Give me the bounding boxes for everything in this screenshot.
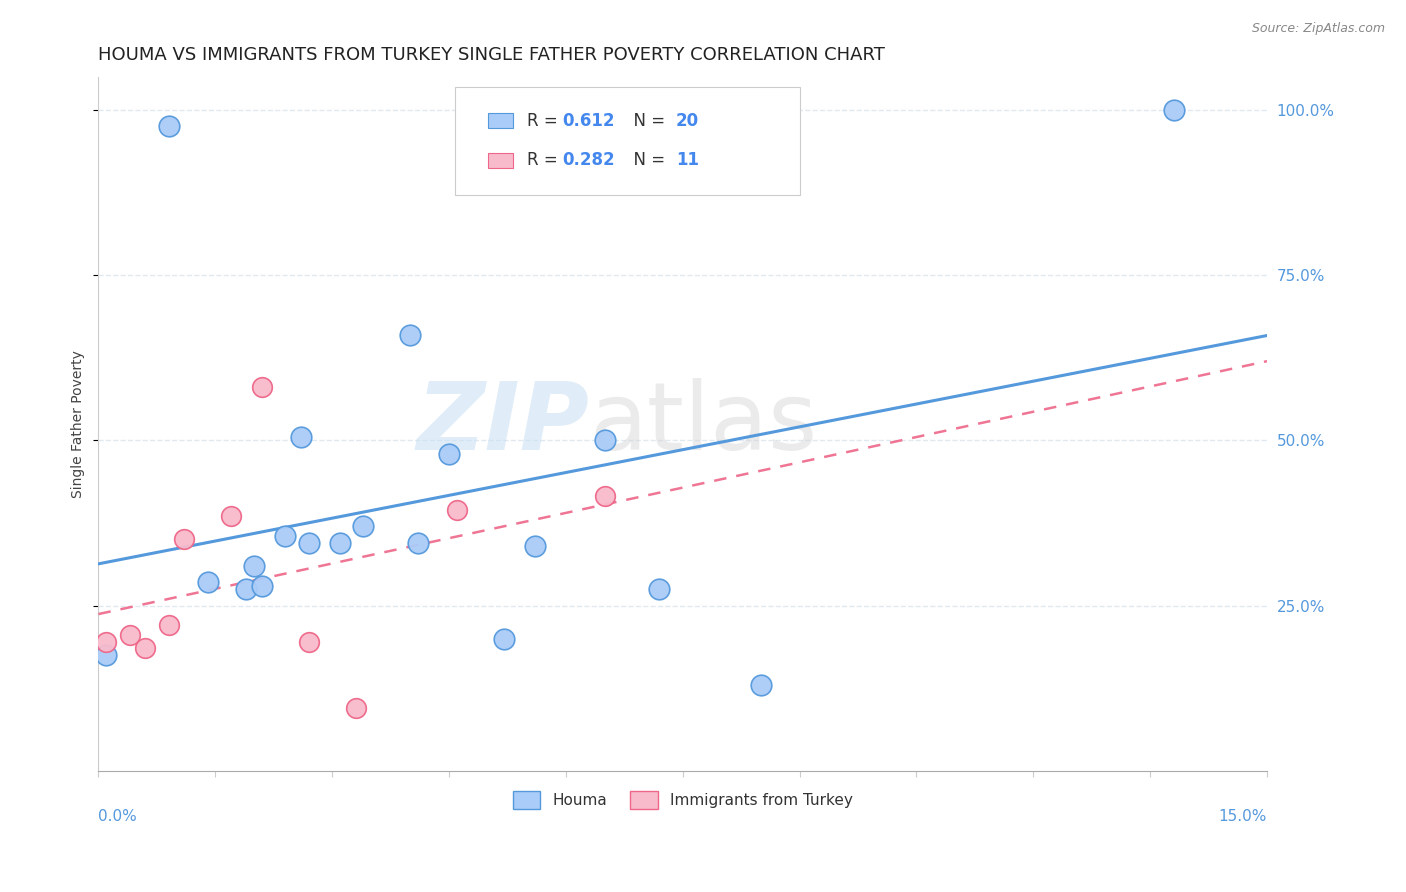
Point <box>593 434 616 448</box>
Text: N =: N = <box>623 151 671 169</box>
Point <box>352 519 374 533</box>
Text: ZIP: ZIP <box>416 378 589 470</box>
Point <box>274 529 297 543</box>
Point <box>134 641 156 656</box>
Point <box>298 635 321 649</box>
FancyBboxPatch shape <box>488 113 513 128</box>
Point <box>157 618 180 632</box>
Point <box>298 535 321 549</box>
Text: 20: 20 <box>676 112 699 129</box>
Legend: Houma, Immigrants from Turkey: Houma, Immigrants from Turkey <box>506 785 859 815</box>
Text: 11: 11 <box>676 151 699 169</box>
Point <box>523 539 546 553</box>
Point <box>437 446 460 460</box>
Point <box>749 678 772 692</box>
Point <box>118 628 141 642</box>
Point <box>344 701 367 715</box>
Text: 0.612: 0.612 <box>562 112 614 129</box>
Point <box>157 120 180 134</box>
Point <box>250 579 273 593</box>
Text: atlas: atlas <box>589 378 817 470</box>
Point <box>399 327 422 342</box>
Text: 15.0%: 15.0% <box>1219 809 1267 824</box>
Point <box>446 502 468 516</box>
FancyBboxPatch shape <box>488 153 513 168</box>
Point <box>1163 103 1185 117</box>
Text: 0.282: 0.282 <box>562 151 614 169</box>
Point <box>96 648 118 662</box>
Point <box>173 533 195 547</box>
Y-axis label: Single Father Poverty: Single Father Poverty <box>72 350 86 498</box>
Text: 0.0%: 0.0% <box>98 809 138 824</box>
Text: HOUMA VS IMMIGRANTS FROM TURKEY SINGLE FATHER POVERTY CORRELATION CHART: HOUMA VS IMMIGRANTS FROM TURKEY SINGLE F… <box>98 46 886 64</box>
Point <box>406 535 429 549</box>
FancyBboxPatch shape <box>456 87 800 194</box>
Text: Source: ZipAtlas.com: Source: ZipAtlas.com <box>1251 22 1385 36</box>
Point <box>648 582 671 596</box>
Text: N =: N = <box>623 112 671 129</box>
Point <box>235 582 257 596</box>
Point <box>96 635 118 649</box>
Text: R =: R = <box>527 151 564 169</box>
Point <box>250 380 273 394</box>
Point <box>197 575 219 590</box>
Point <box>219 509 242 524</box>
Point <box>243 558 266 573</box>
Point <box>492 632 515 646</box>
Text: R =: R = <box>527 112 564 129</box>
Point <box>290 430 312 444</box>
Point <box>329 535 352 549</box>
Point <box>593 490 616 504</box>
